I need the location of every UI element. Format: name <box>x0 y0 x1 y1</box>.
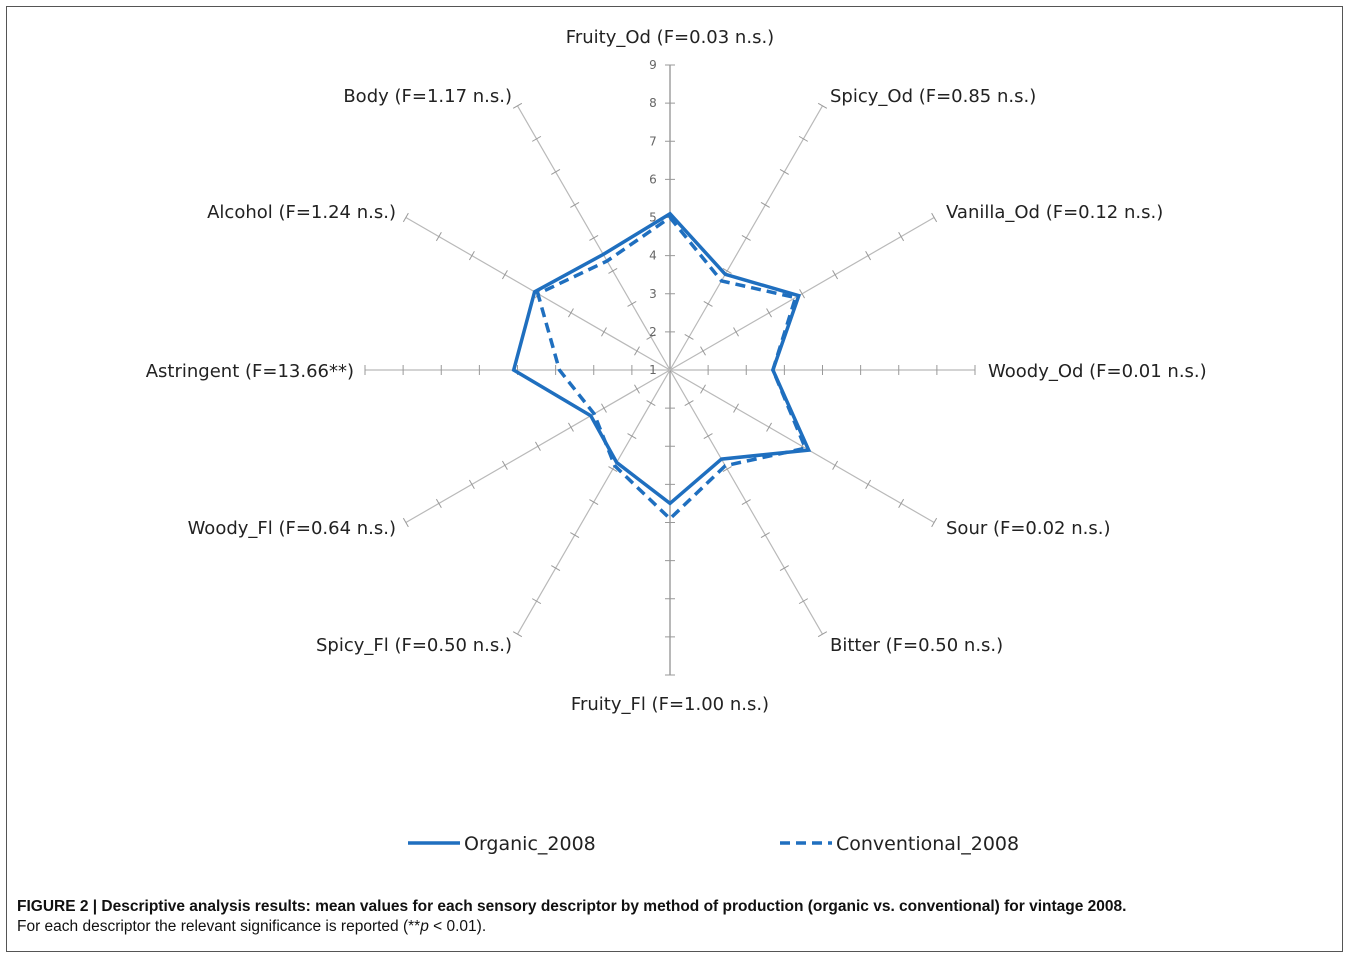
axis-tick <box>733 327 739 337</box>
axis-label: Fruity_Fl (F=1.00 n.s.) <box>571 694 769 715</box>
axis-tick <box>568 422 574 432</box>
axis-label: Body (F=1.17 n.s.) <box>343 86 512 107</box>
axis-tick <box>608 466 618 472</box>
axis-tick <box>741 234 751 241</box>
axis-label: Spicy_Od (F=0.85 n.s.) <box>830 86 1036 107</box>
axis-tick <box>760 201 770 208</box>
tick-label: 3 <box>649 287 657 301</box>
axis-tick <box>760 532 770 539</box>
axis-tick <box>627 301 637 307</box>
figure-caption: FIGURE 2 | Descriptive analysis results:… <box>17 897 1337 937</box>
axis-tick <box>570 532 580 539</box>
legend-label: Organic_2008 <box>464 833 596 855</box>
axis-tick <box>634 384 640 394</box>
tick-label: 2 <box>649 325 657 339</box>
axis-tick <box>817 102 828 109</box>
axis-label: Fruity_Od (F=0.03 n.s.) <box>566 27 774 48</box>
axis-tick <box>817 631 828 638</box>
axis-tick <box>646 334 656 340</box>
axis-tick <box>402 517 409 528</box>
tick-label: 5 <box>649 211 657 225</box>
caption-text-after: < 0.01). <box>428 918 487 935</box>
figure-frame <box>6 6 1343 952</box>
series-line-organic-2008 <box>511 211 812 506</box>
legend: Organic_2008 Conventional_2008 <box>408 833 1019 855</box>
axis-tick <box>601 327 607 337</box>
legend-label: Conventional_2008 <box>836 833 1019 855</box>
tick-label: 6 <box>649 172 657 186</box>
axis-tick <box>832 460 839 470</box>
axis-tick <box>501 270 508 280</box>
axis-tick <box>898 231 905 242</box>
axis-label: Alcohol (F=1.24 n.s.) <box>207 202 396 223</box>
caption-title: FIGURE 2 | Descriptive analysis results:… <box>17 898 1127 915</box>
axis-tick <box>722 268 732 274</box>
series-line-conventional-2008 <box>535 215 808 522</box>
radar-chart: 1 2 3 4 5 6 7 8 9 Fruity_Od (F=0.03 n.s.) Spicy_O… <box>146 27 1207 855</box>
axis-tick <box>512 102 523 109</box>
tick-label: 4 <box>649 249 657 263</box>
axis-tick <box>741 499 751 506</box>
radar-series <box>511 211 812 522</box>
axis-tick <box>568 308 574 318</box>
axis-tick <box>468 479 475 489</box>
axis-label: Astringent (F=13.66**) <box>146 361 354 382</box>
axis-tick <box>468 251 475 261</box>
axis-label: Woody_Od (F=0.01 n.s.) <box>988 361 1207 382</box>
axis-tick <box>865 251 872 261</box>
caption-text-before: For each descriptor the relevant signifi… <box>17 918 421 935</box>
axis-tick <box>601 403 607 413</box>
axis-tick <box>722 466 732 472</box>
axis-tick <box>798 598 809 605</box>
axis-tick <box>700 384 706 394</box>
axis-tick <box>551 565 561 572</box>
axis-tick <box>551 168 561 175</box>
axis-tick <box>684 334 694 340</box>
axis-tick <box>931 212 938 223</box>
radar-axes: 1 2 3 4 5 6 7 8 9 <box>364 58 976 676</box>
tick-label: 8 <box>649 96 657 110</box>
axis-tick <box>799 289 806 299</box>
axis-tick <box>589 234 599 241</box>
axis-tick <box>779 168 789 175</box>
axis-tick <box>766 422 772 432</box>
axis-label: Woody_Fl (F=0.64 n.s.) <box>188 518 396 539</box>
axis-label: Spicy_Fl (F=0.50 n.s.) <box>316 635 512 656</box>
axis-tick <box>684 400 694 406</box>
axis-tick <box>798 135 809 142</box>
axis-tick <box>534 441 541 451</box>
tick-label: 9 <box>649 58 657 72</box>
axis-label: Bitter (F=0.50 n.s.) <box>830 635 1003 656</box>
axis-label: Vanilla_Od (F=0.12 n.s.) <box>946 202 1163 223</box>
axis-labels: Fruity_Od (F=0.03 n.s.) Spicy_Od (F=0.85 … <box>146 27 1207 715</box>
axis-tick <box>627 433 637 439</box>
axis-label: Sour (F=0.02 n.s.) <box>946 518 1110 539</box>
axis-tick <box>779 565 789 572</box>
caption-italic: p <box>420 918 429 935</box>
axis-tick <box>766 308 772 318</box>
tick-label: 7 <box>649 134 657 148</box>
axis-tick <box>634 346 640 356</box>
axis-tick <box>703 301 713 307</box>
axis-tick <box>402 212 409 223</box>
axis-tick <box>733 403 739 413</box>
axis-tick <box>832 270 839 280</box>
axis-tick <box>435 498 442 509</box>
axis-tick <box>512 631 523 638</box>
axis-tick <box>865 479 872 489</box>
axis-tick <box>700 346 706 356</box>
axis-tick <box>570 201 580 208</box>
axis-tick <box>608 268 618 274</box>
axis-tick <box>589 499 599 506</box>
axis-tick <box>531 135 542 142</box>
axis-tick <box>435 231 442 242</box>
axis-tick <box>501 460 508 470</box>
axis-tick <box>898 498 905 509</box>
axis-tick <box>931 517 938 528</box>
axis-tick <box>703 433 713 439</box>
axis-tick <box>646 400 656 406</box>
tick-label: 1 <box>649 363 657 377</box>
axis-tick <box>531 598 542 605</box>
